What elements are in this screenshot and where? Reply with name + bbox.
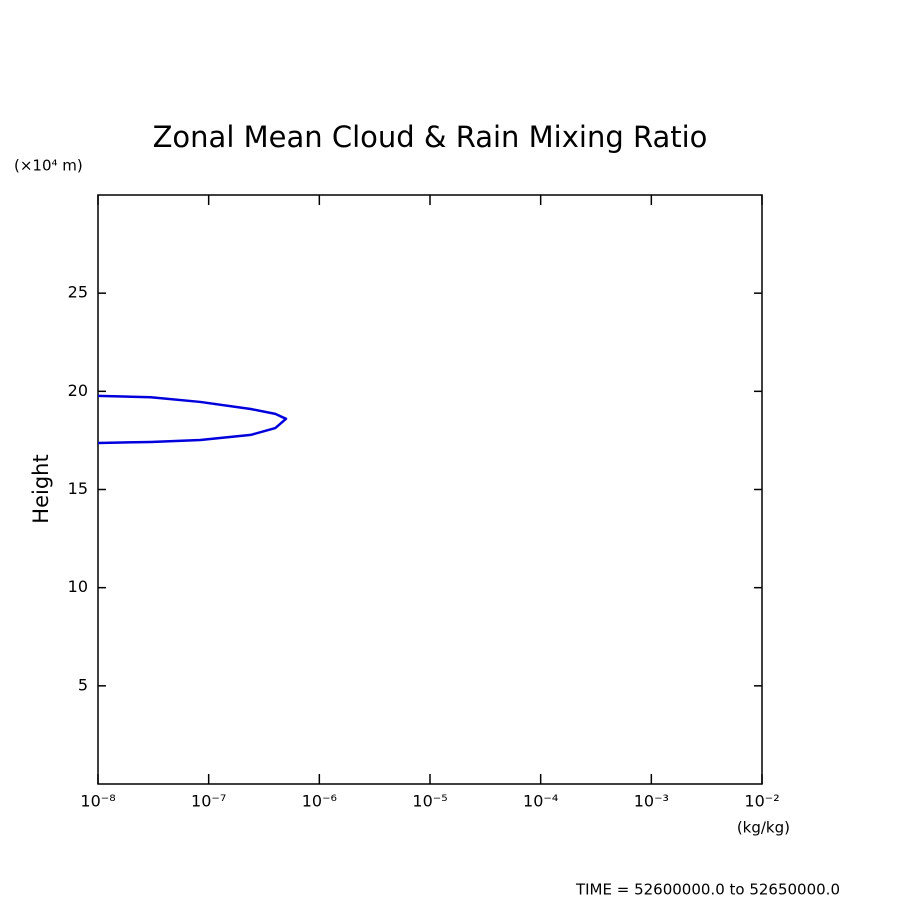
x-tick-label: 10⁻³ bbox=[634, 792, 669, 811]
x-unit: (kg/kg) bbox=[737, 819, 790, 837]
footer: TIME = 52600000.0 to 52650000.0 bbox=[575, 881, 840, 899]
x-tick-label: 10⁻⁸ bbox=[80, 792, 115, 811]
y-tick-label: 15 bbox=[68, 479, 88, 498]
x-tick-label: 10⁻⁶ bbox=[302, 792, 337, 811]
y-axis-label: Height bbox=[29, 454, 53, 523]
x-tick-label: 10⁻⁷ bbox=[191, 792, 226, 811]
chart-title: Zonal Mean Cloud & Rain Mixing Ratio bbox=[153, 120, 708, 154]
y-unit: (×10⁴ m) bbox=[14, 157, 83, 175]
x-tick-label: 10⁻² bbox=[744, 792, 779, 811]
plot-frame bbox=[97, 194, 763, 785]
y-tick-label: 20 bbox=[68, 381, 88, 400]
x-tick-label: 10⁻⁴ bbox=[523, 792, 558, 811]
y-tick-label: 25 bbox=[68, 283, 88, 302]
y-tick-label: 5 bbox=[78, 675, 88, 694]
y-tick-label: 10 bbox=[68, 577, 88, 596]
x-tick-label: 10⁻⁵ bbox=[412, 792, 447, 811]
data-line bbox=[97, 394, 288, 445]
